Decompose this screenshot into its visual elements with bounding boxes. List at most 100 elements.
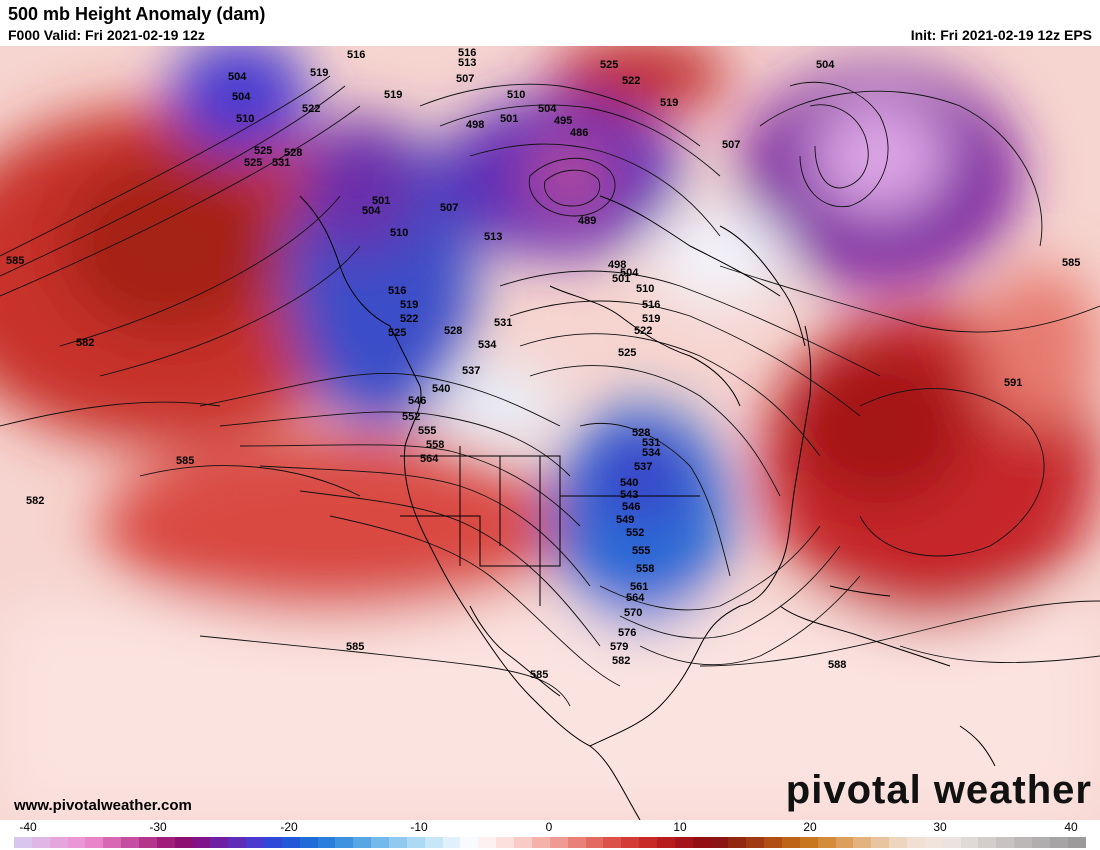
contour-label: 504 <box>228 71 247 83</box>
contour-label: 501 <box>500 113 518 125</box>
colorbar-swatch <box>674 837 693 848</box>
contour-label: 519 <box>642 313 660 325</box>
contour-label: 519 <box>310 67 328 79</box>
contour-label: 546 <box>622 501 640 513</box>
contour-label: 525 <box>618 347 636 359</box>
colorbar-swatch <box>228 837 247 848</box>
contour-label: 504 <box>362 205 381 217</box>
contour-label: 540 <box>432 383 450 395</box>
contour-label-group: 504 504 510 516 519 522 519 516 513 507 … <box>6 47 1080 681</box>
contour-label: 486 <box>570 127 588 139</box>
contour-label: 513 <box>484 231 502 243</box>
colorbar-swatch <box>442 837 461 848</box>
colorbar-swatch <box>424 837 443 848</box>
contour-label: 525 <box>600 59 618 71</box>
colorbar-swatch <box>960 837 979 848</box>
contour-label: 585 <box>530 669 548 681</box>
colorbar-swatch <box>317 837 336 848</box>
valid-time: F000 Valid: Fri 2021-02-19 12z <box>8 27 205 43</box>
colorbar-swatch <box>853 837 872 848</box>
colorbar-swatch <box>603 837 622 848</box>
colorbar-swatch <box>31 837 50 848</box>
colorbar-swatch <box>246 837 265 848</box>
colorbar-swatch <box>781 837 800 848</box>
colorbar-swatch <box>585 837 604 848</box>
colorbar-swatch <box>281 837 300 848</box>
colorbar-swatch <box>531 837 550 848</box>
contour-label: 543 <box>620 489 638 501</box>
height-contours <box>0 75 1100 707</box>
colorbar-tick: -40 <box>19 820 37 834</box>
colorbar-swatch <box>906 837 925 848</box>
contour-label: 507 <box>722 139 740 151</box>
colorbar-swatch <box>103 837 122 848</box>
colorbar-swatch <box>1014 837 1032 848</box>
colorbar-swatch <box>514 837 532 848</box>
colorbar-swatch <box>692 837 711 848</box>
colorbar-swatch <box>496 837 515 848</box>
colorbar-swatch <box>1049 837 1068 848</box>
contour-label: 585 <box>176 455 194 467</box>
colorbar-swatch <box>192 837 211 848</box>
colorbar-tick: 40 <box>1064 820 1078 834</box>
colorbar-swatch <box>746 837 765 848</box>
contour-label: 525 <box>254 145 272 157</box>
contour-label: 528 <box>284 147 302 159</box>
contour-label: 525 <box>388 327 406 339</box>
colorbar-swatch <box>156 837 175 848</box>
contour-label: 510 <box>636 283 654 295</box>
contour-label: 495 <box>554 115 572 127</box>
contour-label: 564 <box>626 592 645 604</box>
colorbar-swatch <box>478 837 497 848</box>
colorbar-tick: 20 <box>803 820 817 834</box>
contour-label: 519 <box>660 97 678 109</box>
contour-label: 522 <box>302 103 320 115</box>
contour-label: 507 <box>456 73 474 85</box>
contour-label: 555 <box>418 425 436 437</box>
colorbar-swatch <box>871 837 890 848</box>
contour-label: 516 <box>388 285 406 297</box>
colorbar-swatch <box>978 837 997 848</box>
contour-label: 582 <box>612 655 630 667</box>
contour-label: 516 <box>347 49 365 61</box>
contour-label: 513 <box>458 57 476 69</box>
contour-label: 531 <box>642 437 660 449</box>
contour-label: 558 <box>426 439 444 451</box>
contour-label: 498 <box>608 259 626 271</box>
colorbar-tick: -30 <box>149 820 167 834</box>
contour-label: 525 <box>244 157 262 169</box>
colorbar-tick: 30 <box>933 820 947 834</box>
colorbar-swatch <box>139 837 157 848</box>
contour-label: 582 <box>26 495 44 507</box>
website-url[interactable]: www.pivotalweather.com <box>14 797 192 814</box>
map-title: 500 mb Height Anomaly (dam) <box>8 4 266 24</box>
contour-label: 531 <box>272 157 290 169</box>
colorbar-swatch <box>299 837 318 848</box>
colorbar-tick: -20 <box>280 820 298 834</box>
contour-label: 522 <box>622 75 640 87</box>
contour-label: 510 <box>236 113 254 125</box>
colorbar-swatch <box>121 837 140 848</box>
contour-label: 510 <box>390 227 408 239</box>
colorbar-swatch <box>639 837 657 848</box>
contour-label: 576 <box>618 627 636 639</box>
contour-label: 498 <box>466 119 484 131</box>
contour-label: 537 <box>634 461 652 473</box>
colorbar-swatch <box>371 837 390 848</box>
contour-label: 564 <box>420 453 439 465</box>
contour-label: 504 <box>538 103 557 115</box>
contour-label: 561 <box>630 581 648 593</box>
init-time: Init: Fri 2021-02-19 12z EPS <box>910 27 1092 43</box>
colorbar-swatch <box>389 837 407 848</box>
contour-label: 534 <box>478 339 497 351</box>
colorbar-tick: -10 <box>410 820 428 834</box>
colorbar-swatches <box>14 837 1086 848</box>
contour-label: 531 <box>494 317 512 329</box>
contour-label: 516 <box>458 47 476 59</box>
contour-label: 501 <box>612 273 630 285</box>
colorbar-swatch <box>656 837 675 848</box>
colorbar-swatch <box>710 837 729 848</box>
coastlines <box>299 195 996 820</box>
colorbar-tick: 10 <box>673 820 687 834</box>
colorbar-swatch <box>335 837 354 848</box>
